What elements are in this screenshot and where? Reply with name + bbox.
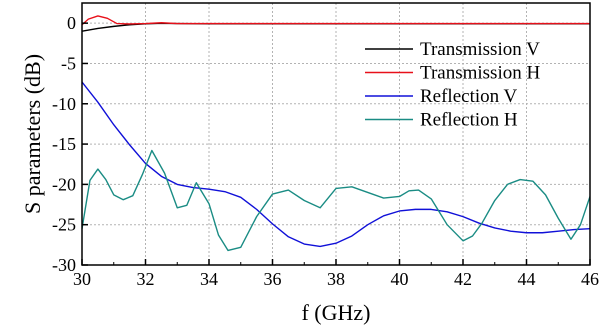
y-tick-label: -25 xyxy=(52,215,76,235)
series-line-reflection-h xyxy=(82,149,590,252)
x-tick-labels: 30 32 34 36 38 40 42 44 46 xyxy=(73,269,599,289)
y-tick-label: -15 xyxy=(52,134,76,154)
series-lines xyxy=(82,15,590,252)
y-tick-label: 0 xyxy=(67,13,76,33)
series-line-transmission-h xyxy=(82,15,590,26)
x-tick-label: 40 xyxy=(391,269,409,289)
plot-area xyxy=(82,3,590,265)
x-tick-label: 46 xyxy=(581,269,599,289)
legend-label-transmission-v: Transmission V xyxy=(420,39,540,60)
x-tick-label: 42 xyxy=(454,269,472,289)
x-axis-title: f (GHz) xyxy=(301,300,370,325)
y-tick-label: -5 xyxy=(61,53,76,73)
legend-label-reflection-h: Reflection H xyxy=(420,110,518,131)
axis-ticks xyxy=(81,22,591,266)
x-tick-label: 38 xyxy=(327,269,345,289)
x-tick-label: 30 xyxy=(73,269,91,289)
x-tick-label: 32 xyxy=(137,269,155,289)
legend-label-reflection-v: Reflection V xyxy=(420,86,518,107)
y-tick-label: -20 xyxy=(52,174,76,194)
x-tick-label: 34 xyxy=(200,269,218,289)
y-tick-labels: 0 -5 -10 -15 -20 -25 -30 xyxy=(52,13,76,275)
y-tick-label: -30 xyxy=(52,255,76,275)
y-axis-title: S parameters (dB) xyxy=(20,54,45,214)
x-tick-label: 44 xyxy=(518,269,536,289)
legend-label-transmission-h: Transmission H xyxy=(420,63,540,84)
x-tick-label: 36 xyxy=(264,269,282,289)
y-tick-label: -10 xyxy=(52,94,76,114)
